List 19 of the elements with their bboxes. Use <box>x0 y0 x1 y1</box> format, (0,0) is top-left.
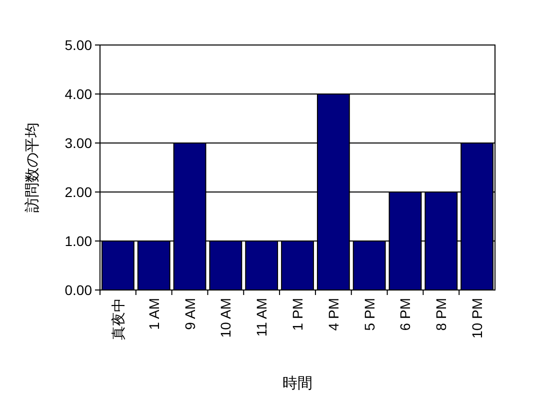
x-tick-label: 8 PM <box>433 298 450 331</box>
x-tick-label: 10 AM <box>218 298 234 338</box>
y-tick-label: 2.00 <box>64 184 92 200</box>
x-tick-label: 6 PM <box>397 298 414 331</box>
x-axis-title: 時間 <box>282 375 312 392</box>
x-tick-label: 11 AM <box>254 298 270 337</box>
x-tick-label: 9 AM <box>182 298 198 330</box>
y-tick-label: 4.00 <box>64 86 92 102</box>
y-tick-label: 3.00 <box>64 135 92 151</box>
y-tick-label: 1.00 <box>64 233 92 249</box>
x-tick-label: 4 PM <box>325 298 342 331</box>
y-tick-label: 5.00 <box>64 37 92 53</box>
y-axis-title: 訪問数の平均 <box>24 122 41 212</box>
x-tick-label: 10 PM <box>469 298 486 338</box>
x-tick-label: 1 AM <box>146 298 162 330</box>
x-tick-label: 1 PM <box>290 298 306 331</box>
x-tick-label: 5 PM <box>361 298 378 331</box>
x-tick-label: 真夜中 <box>110 298 126 340</box>
y-tick-label: 0.00 <box>64 282 92 298</box>
